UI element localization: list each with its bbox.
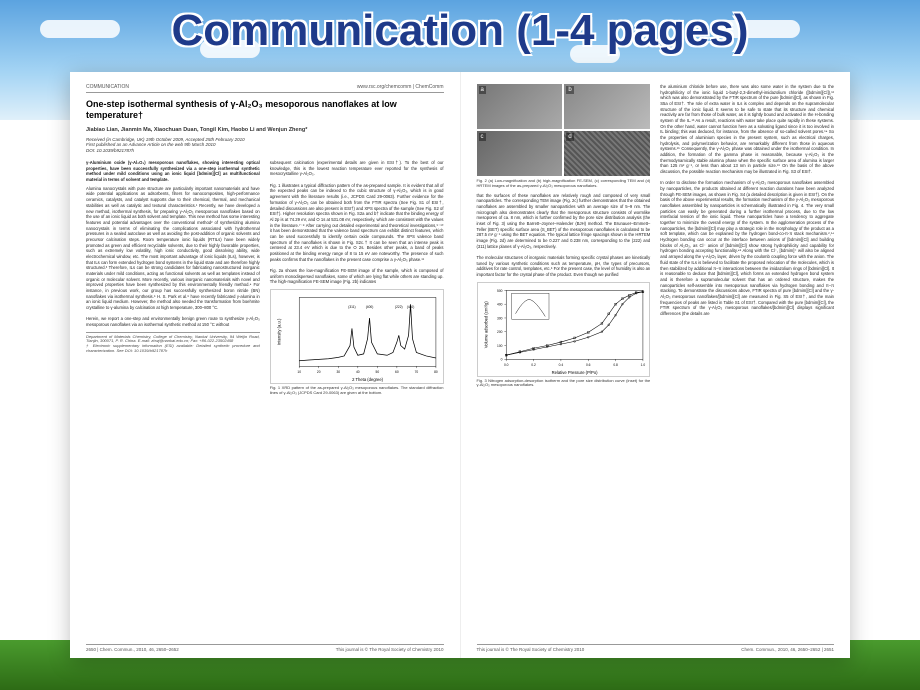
fig3-caption: Fig. 3 Nitrogen adsorption-desorption is… (477, 379, 651, 389)
fig2-caption: Fig. 2 (a) Low-magnification and (b) hig… (477, 179, 651, 189)
svg-text:1.0: 1.0 (640, 362, 645, 366)
received-info: Received (in Cambridge, UK) 19th October… (86, 137, 444, 155)
svg-text:Volume adsorbed (cm³/g): Volume adsorbed (cm³/g) (483, 300, 488, 347)
page-header: COMMUNICATION www.rsc.org/chemcomm | Che… (86, 84, 444, 93)
fig2a: a (477, 84, 563, 129)
svg-text:80: 80 (434, 370, 438, 374)
header-right: www.rsc.org/chemcomm | ChemComm (357, 84, 444, 90)
footer-copyright-2: This journal is © The Royal Society of C… (477, 647, 585, 652)
svg-text:0: 0 (500, 357, 502, 361)
svg-text:60: 60 (395, 370, 399, 374)
footer-copyright: This journal is © The Royal Society of C… (336, 647, 444, 652)
abstract: γ-Aluminium oxide (γ-Al₂O₃) mesoporous n… (86, 160, 260, 183)
svg-text:0.0: 0.0 (503, 362, 508, 366)
body-text: Alumina nanocrystals with pure structure… (86, 186, 260, 328)
body-text-2: subsequent calcination (experimental det… (270, 160, 444, 285)
svg-text:Relative Pressure (P/Po): Relative Pressure (P/Po) (551, 370, 598, 375)
body-columns: γ-Aluminium oxide (γ-Al₂O₃) mesoporous n… (86, 160, 444, 500)
fig2c: c (477, 131, 563, 176)
right-col1: a b c d Fig. 2 (a) Low-magnification and… (477, 84, 651, 574)
isotherm-chart: 0.0 0.2 0.4 0.6 0.8 1.0 0 100 200 300 400 500 Relati… (477, 282, 651, 377)
page-right: a b c d Fig. 2 (a) Low-magnification and… (461, 72, 851, 658)
fig2b: b (564, 84, 650, 129)
svg-text:300: 300 (497, 316, 503, 320)
svg-text:50: 50 (375, 370, 379, 374)
svg-text:30: 30 (336, 370, 340, 374)
svg-text:Intensity (a.u.): Intensity (a.u.) (276, 318, 281, 345)
svg-text:100: 100 (497, 344, 503, 348)
svg-text:(222): (222) (395, 305, 403, 309)
header-left: COMMUNICATION (86, 84, 129, 90)
svg-text:2 Theta (degree): 2 Theta (degree) (352, 377, 384, 382)
svg-text:0.6: 0.6 (585, 362, 590, 366)
right-column: subsequent calcination (experimental det… (270, 160, 444, 500)
department-info: Department of Materials Chemistry, Colle… (86, 332, 260, 354)
svg-text:40: 40 (356, 370, 360, 374)
footer-left-page: 2650 | Chem. Commun., 2010, 46, 2650–265… (86, 644, 444, 652)
left-column: γ-Aluminium oxide (γ-Al₂O₃) mesoporous n… (86, 160, 260, 500)
svg-text:0.2: 0.2 (531, 362, 536, 366)
xrd-chart: 10 20 30 40 50 60 70 80 (311) (400) (222)(440) 2 Th… (270, 289, 444, 384)
svg-text:0.4: 0.4 (558, 362, 563, 366)
fig2d: d (564, 131, 650, 176)
svg-text:(311): (311) (348, 305, 355, 309)
svg-text:(400): (400) (365, 305, 373, 309)
svg-text:400: 400 (497, 302, 503, 306)
right-page-columns: a b c d Fig. 2 (a) Low-magnification and… (477, 84, 835, 574)
fig2-panel: a b c d (477, 84, 651, 176)
svg-text:10: 10 (297, 370, 301, 374)
svg-text:(440): (440) (406, 305, 414, 309)
svg-text:500: 500 (497, 289, 503, 293)
fig1-caption: Fig. 1 XRD pattern of the as-prepared γ-… (270, 386, 444, 396)
footer-right-page: This journal is © The Royal Society of C… (477, 644, 835, 652)
svg-text:20: 20 (317, 370, 321, 374)
footer-page-num-2: Chem. Commun., 2010, 46, 2650–2652 | 265… (741, 647, 834, 652)
page-left: COMMUNICATION www.rsc.org/chemcomm | Che… (70, 72, 461, 658)
slide-title: Communication (1-4 pages) (0, 6, 920, 56)
paper-spread: COMMUNICATION www.rsc.org/chemcomm | Che… (70, 72, 850, 658)
footer-page-num: 2650 | Chem. Commun., 2010, 46, 2650–265… (86, 647, 179, 652)
right-body-2: the aluminium chloride before use, there… (660, 84, 834, 317)
svg-text:70: 70 (414, 370, 418, 374)
paper-title: One-step isothermal synthesis of γ-Al₂O₃… (86, 99, 444, 121)
right-col2: the aluminium chloride before use, there… (660, 84, 834, 574)
authors: Jiabiao Lian, Jianmin Ma, Xiaochuan Duan… (86, 127, 444, 133)
svg-text:0.8: 0.8 (613, 362, 618, 366)
right-body-1: that the surfaces of these nanoflakes ar… (477, 193, 651, 278)
svg-text:200: 200 (497, 330, 503, 334)
